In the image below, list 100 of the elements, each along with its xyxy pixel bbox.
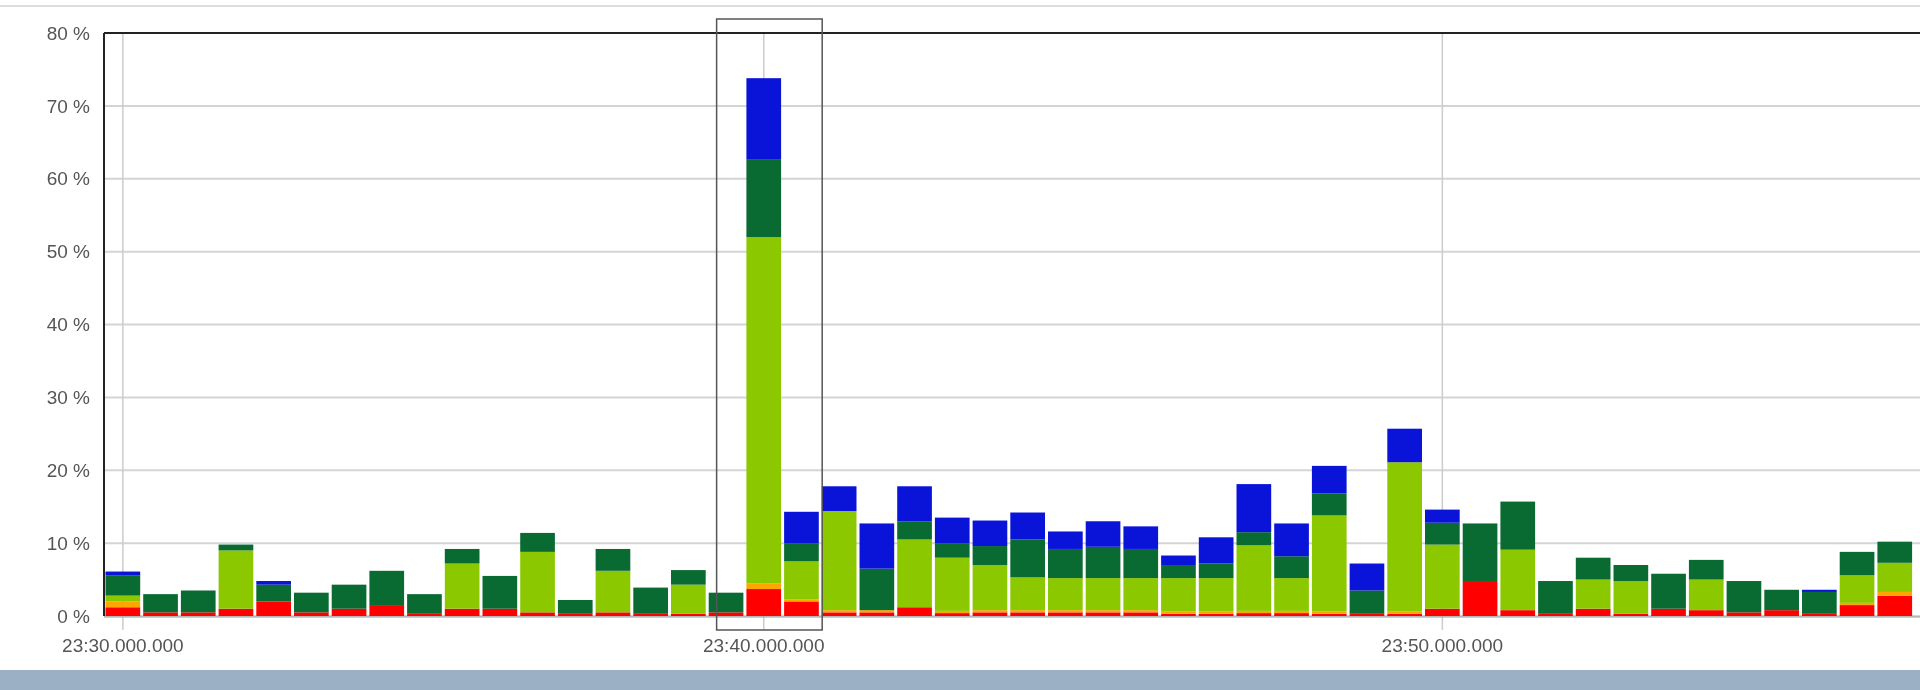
y-tick-label: 50 %: [46, 241, 91, 263]
bar: [520, 532, 555, 552]
bar: [972, 520, 1008, 547]
bar: [444, 608, 480, 616]
bar: [1425, 509, 1460, 523]
bar: [1802, 589, 1837, 592]
bar: [1651, 573, 1686, 609]
bar: [557, 613, 593, 616]
bar: [1575, 608, 1611, 616]
bar: [859, 523, 895, 569]
bar: [1274, 523, 1309, 557]
bar: [595, 570, 631, 613]
bar: [1123, 548, 1159, 579]
bar: [331, 584, 367, 609]
bar: [557, 599, 593, 614]
bar: [218, 550, 254, 609]
bar: [897, 521, 932, 540]
bar: [1198, 537, 1234, 564]
bar: [934, 557, 970, 611]
bar: [369, 605, 405, 616]
bar: [1575, 579, 1611, 609]
x-tick-label: 23:40.000.000: [702, 635, 825, 656]
bar: [1085, 521, 1121, 547]
bar: [1764, 589, 1799, 611]
bar: [595, 612, 631, 616]
bar: [444, 548, 480, 564]
bar: [1462, 581, 1498, 616]
bar: [972, 564, 1008, 611]
bar: [784, 561, 819, 600]
bar: [746, 583, 782, 590]
bar: [1651, 608, 1686, 616]
bar: [407, 594, 442, 614]
bar: [1311, 515, 1347, 612]
bar: [784, 511, 819, 544]
bar: [784, 599, 819, 602]
bar: [708, 612, 744, 616]
bar: [256, 584, 291, 602]
bar: [520, 551, 555, 613]
bar: [1688, 559, 1724, 580]
bar: [1839, 551, 1875, 576]
bar: [256, 601, 291, 616]
bar: [897, 486, 932, 522]
bar: [482, 608, 518, 616]
bar: [1311, 465, 1347, 494]
bar: [1085, 546, 1121, 579]
bar: [1198, 578, 1234, 612]
bar: [1688, 579, 1724, 611]
y-tick-label: 20 %: [46, 459, 91, 481]
bar: [256, 581, 291, 585]
bar: [934, 543, 970, 558]
bar: [520, 612, 555, 616]
bar: [180, 590, 216, 613]
bar: [1877, 591, 1913, 596]
y-tick-label: 80 %: [46, 22, 91, 44]
bar: [1198, 563, 1234, 579]
bar: [1575, 557, 1611, 580]
bar: [1048, 578, 1083, 611]
bar: [1123, 526, 1159, 549]
bar: [708, 592, 744, 613]
bar: [821, 511, 857, 611]
bar: [746, 237, 782, 584]
bar: [1387, 462, 1422, 612]
bar: [1010, 539, 1045, 578]
bar: [746, 78, 782, 160]
bar: [180, 612, 216, 616]
bar: [1538, 613, 1573, 616]
y-tick-label: 60 %: [46, 168, 91, 190]
y-tick-label: 10 %: [46, 532, 91, 554]
bar: [105, 601, 141, 608]
bar: [633, 587, 668, 614]
bar: [1877, 541, 1913, 563]
bar: [1688, 610, 1724, 616]
y-tick-label: 70 %: [46, 95, 91, 117]
bar: [294, 592, 329, 613]
bar: [1161, 555, 1196, 565]
bar: [671, 584, 706, 614]
bar: [1236, 532, 1272, 546]
bar: [1274, 578, 1309, 611]
bar: [1877, 562, 1913, 592]
bar: [1839, 575, 1875, 603]
bar: [1425, 522, 1460, 545]
bar: [294, 612, 329, 616]
bar: [218, 608, 254, 616]
bar: [1726, 581, 1762, 613]
bar: [1425, 608, 1460, 616]
bar: [143, 594, 178, 613]
bar: [897, 539, 932, 608]
bar: [1802, 591, 1837, 614]
bar: [1726, 612, 1762, 616]
bar: [1161, 578, 1196, 612]
bar: [595, 548, 631, 571]
bar: [1538, 581, 1573, 614]
y-tick-label: 30 %: [46, 387, 91, 409]
bar: [1462, 523, 1498, 582]
bar: [1161, 564, 1196, 579]
bar: [1387, 428, 1422, 463]
bar: [105, 607, 141, 616]
bar: [1500, 549, 1536, 611]
bar: [1236, 545, 1272, 611]
bar: [784, 543, 819, 562]
